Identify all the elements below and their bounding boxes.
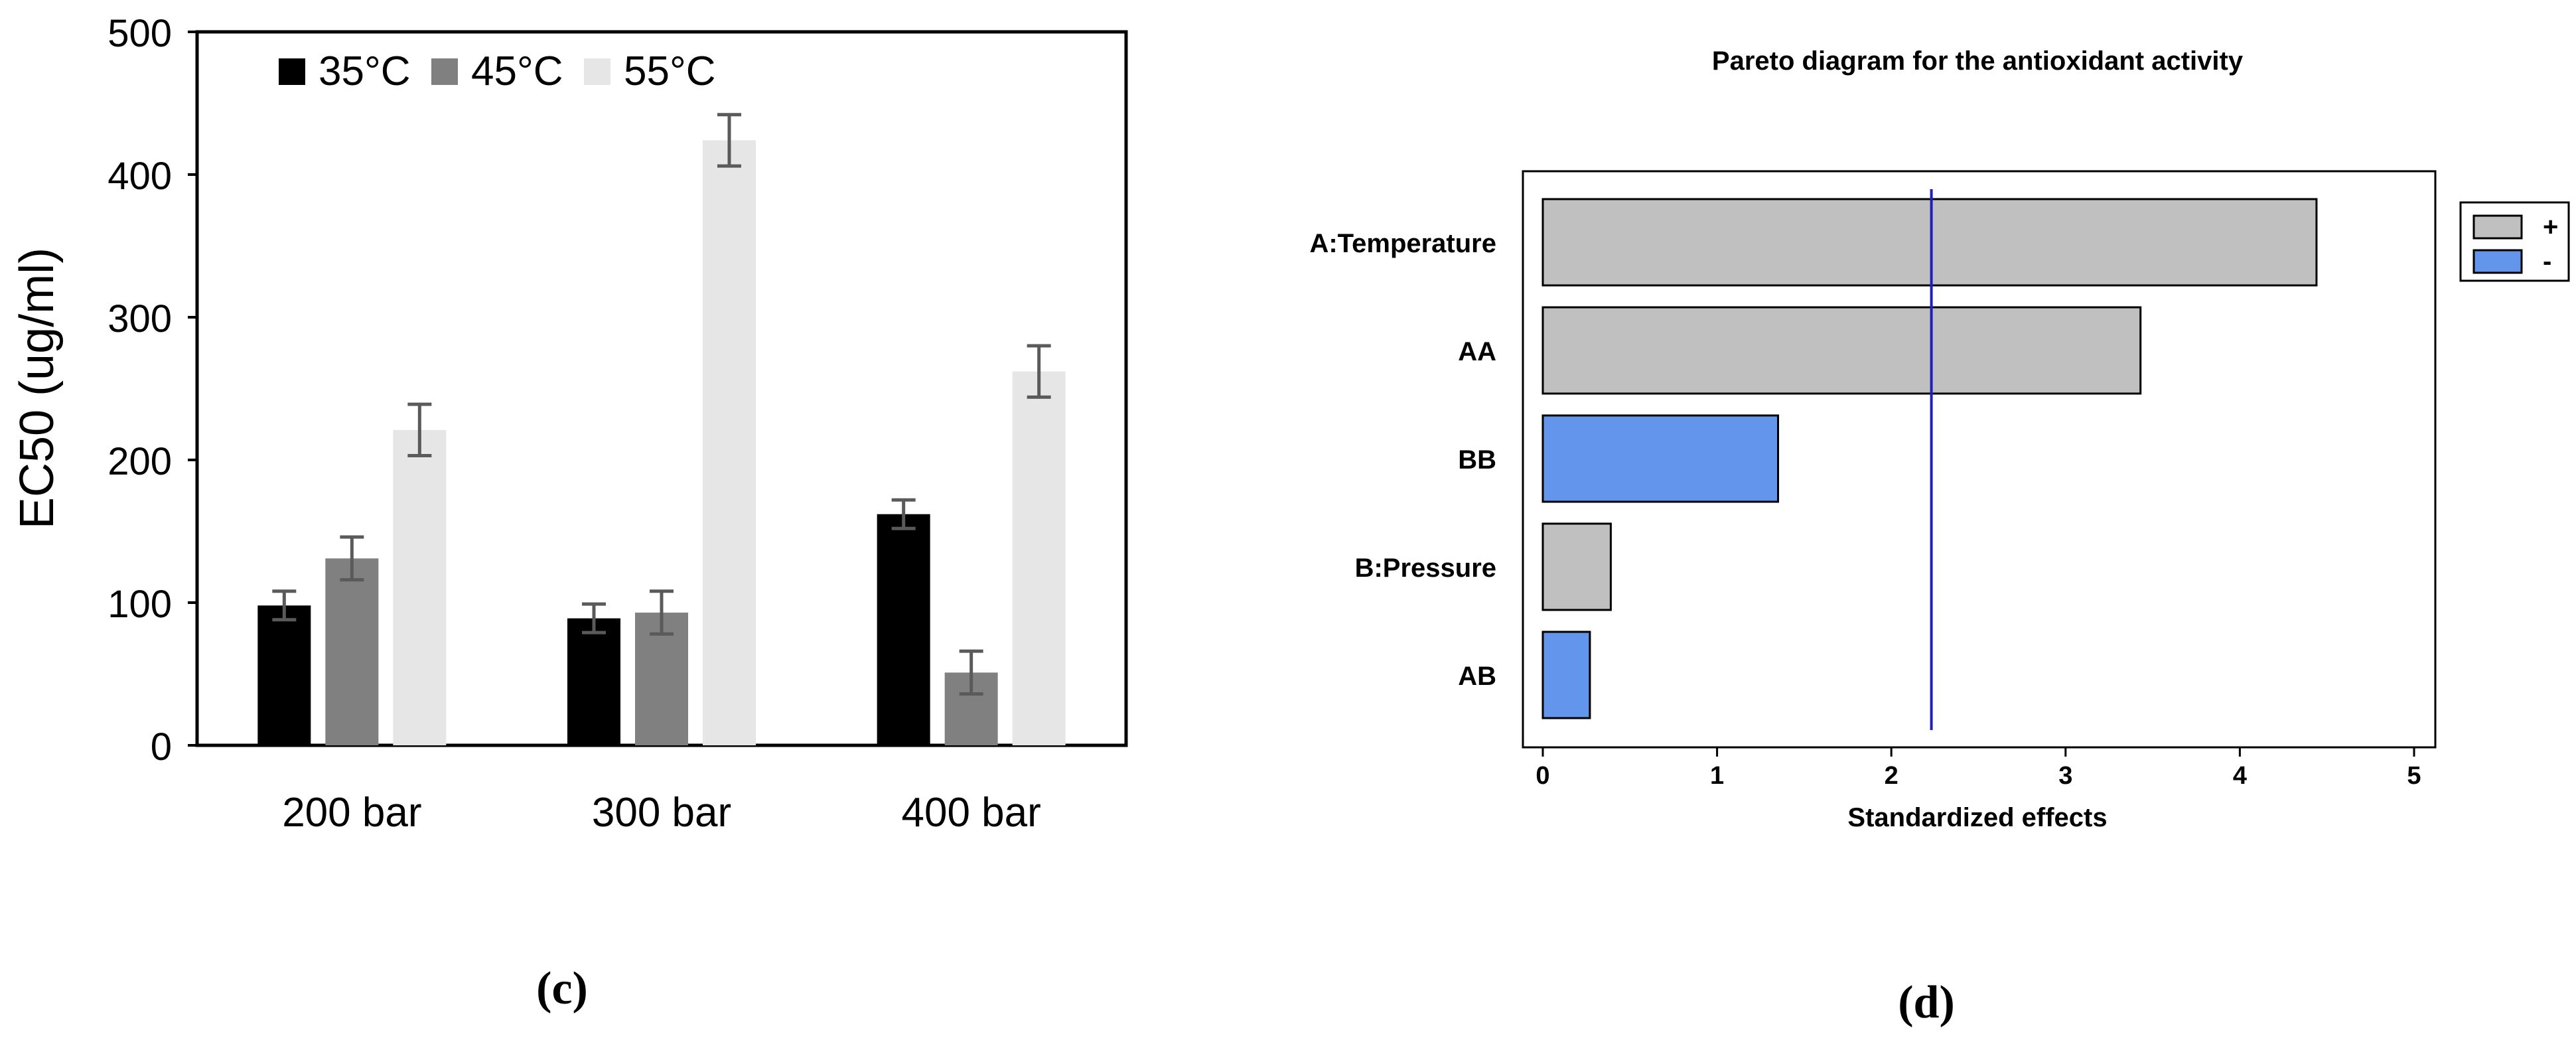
y-tick-label: 300 [107,297,172,340]
legend-label: 35°C [319,48,411,94]
x-tick-label: 300 bar [592,790,731,836]
bar [257,605,311,745]
bar [1012,371,1066,745]
legend: +- [2459,201,2570,282]
bar [703,140,756,745]
bar [325,558,379,745]
x-tick-label: 400 bar [902,790,1041,836]
legend-swatch [2472,214,2523,240]
bar [1541,306,2142,395]
panel-label-c: (c) [536,963,588,1014]
x-tick-label: 2 [1885,762,1898,790]
bar [1541,414,1780,503]
y-tick-label: 400 [107,155,172,198]
y-tick-label: BB [1458,445,1496,475]
legend-swatch [279,58,305,85]
panel-label-d: (d) [1898,977,1955,1028]
x-tick-label: 4 [2233,762,2247,790]
y-tick-label: 100 [107,583,172,626]
bar-series [257,140,1066,745]
bar [1541,198,2318,287]
y-tick-label: 200 [107,440,172,483]
legend-label: - [2543,247,2551,276]
y-tick-label: AB [1458,662,1496,691]
error-bars [272,113,1051,696]
y-tick-label: 500 [107,12,172,55]
chart-title: Pareto diagram for the antioxidant activ… [1712,46,2244,76]
legend-swatch [2472,249,2523,274]
y-axis-label: EC50 (ug/ml) [11,248,64,529]
legend-swatch [584,58,610,85]
legend-label: + [2543,212,2558,242]
legend: 35°C 45°C 55°C [279,48,716,94]
y-tick-label: B:Pressure [1355,554,1496,583]
x-axis: 200 bar 300 bar 400 bar [282,790,1041,836]
y-axis: 0 100 200 300 400 500 [107,12,197,769]
plot-frame [1522,170,2437,749]
bar [567,618,620,745]
bar [393,429,447,745]
ec50-bar-chart: 0 100 200 300 400 500 200 bar 300 bar 400 bar 3… [11,12,1128,1014]
legend-label: 45°C [471,48,563,94]
x-axis: 0 1 2 3 4 5 [1536,747,2421,790]
y-axis: A:Temperature AA BB B:Pressure AB [1309,229,1496,691]
x-tick-label: 1 [1710,762,1724,790]
pareto-chart: Pareto diagram for the antioxidant activ… [1309,46,2570,1028]
x-tick-label: 200 bar [282,790,421,836]
x-tick-label: 5 [2407,762,2421,790]
x-axis-label: Standardized effects [1847,803,2107,832]
x-tick-label: 0 [1536,762,1549,790]
y-tick-label: 0 [151,725,172,769]
legend-swatch [431,58,458,85]
legend-label: 55°C [624,48,716,94]
y-tick-label: AA [1458,337,1496,366]
y-tick-label: A:Temperature [1309,229,1496,258]
bar-series [1541,198,2318,719]
bar [1541,631,1591,719]
bar [1541,522,1612,611]
x-tick-label: 3 [2058,762,2072,790]
bar [877,514,930,745]
